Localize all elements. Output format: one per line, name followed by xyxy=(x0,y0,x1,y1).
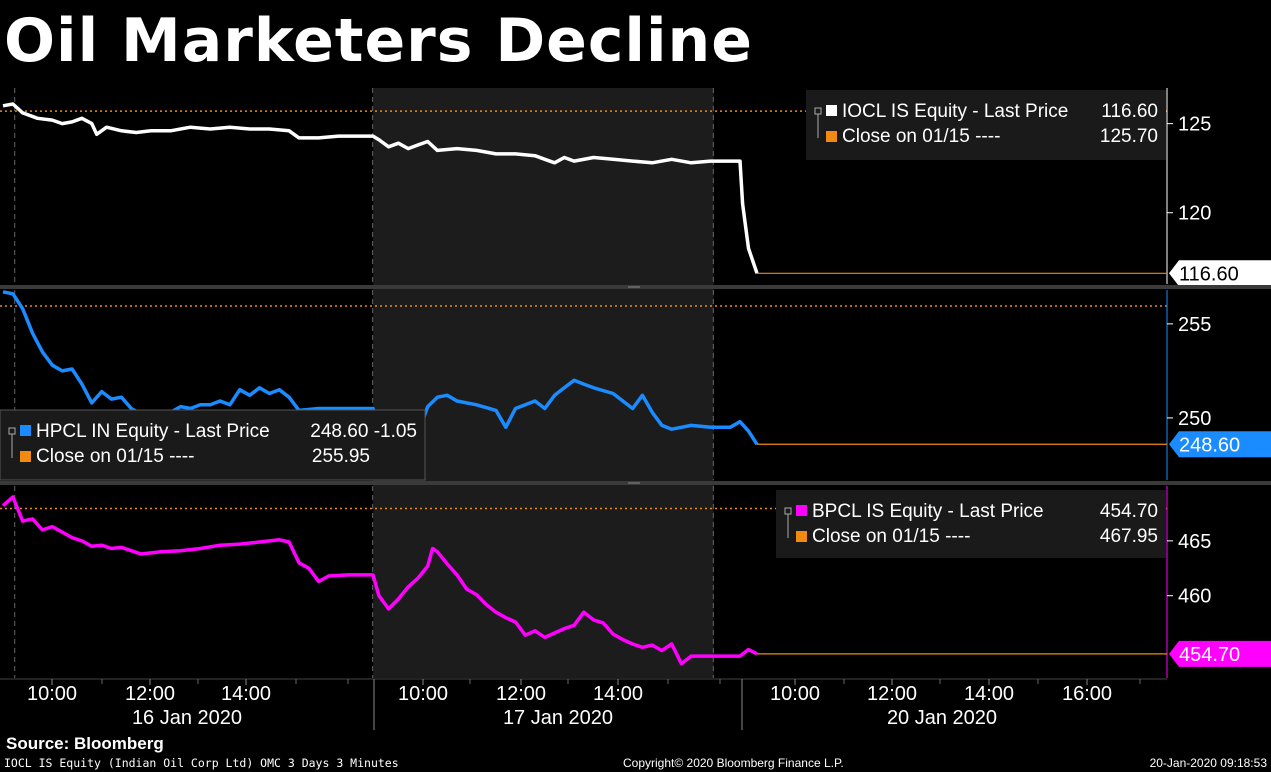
legend-series-label: HPCL IN Equity - Last Price xyxy=(36,421,270,442)
session-shade-17-jan xyxy=(373,88,714,678)
legend-swatch-close xyxy=(20,451,31,462)
last-price-tag xyxy=(1169,431,1271,458)
last-price-tag-label: 454.70 xyxy=(1179,644,1240,666)
last-price-tag xyxy=(1169,260,1271,287)
x-tick-label: 16:00 xyxy=(1062,683,1112,705)
panel-hpcl: 250 255 248.60 HPCL IN Equity - Last Price 2… xyxy=(0,285,1271,481)
legend-series-label: IOCL IS Equity - Last Price xyxy=(842,101,1068,122)
legend-swatch-close xyxy=(826,131,837,142)
panel-iocl: 120 125 116.60 IOCL IS Equity - Last Price 1… xyxy=(0,88,1271,287)
y-tick-label: 120 xyxy=(1178,203,1211,225)
chart-title: Oil Marketers Decline xyxy=(4,6,753,76)
x-tick-label: 14:00 xyxy=(593,683,643,705)
y-tick-label: 465 xyxy=(1178,531,1211,553)
price-line-hpcl xyxy=(2,290,759,465)
footer-timestamp: 20-Jan-2020 09:18:53 xyxy=(1149,756,1267,770)
footer-security-info: IOCL IS Equity (Indian Oil Corp Ltd) OMC… xyxy=(4,756,399,770)
legend-last-price-value: 454.70 xyxy=(1100,501,1158,522)
panel-bpcl: 460 465 454.70 BPCL IS Equity - Last Price 4… xyxy=(0,481,1271,678)
x-tick-label: 10:00 xyxy=(27,683,77,705)
last-price-tag xyxy=(1169,640,1271,667)
legend-close-value: 255.95 xyxy=(312,446,370,467)
legend-close-value: 125.70 xyxy=(1100,126,1158,147)
legend-last-price-value: 248.60 -1.05 xyxy=(310,421,417,442)
x-day-label: 17 Jan 2020 xyxy=(503,707,613,729)
y-tick-label: 125 xyxy=(1178,114,1211,136)
last-price-tag-label: 116.60 xyxy=(1179,263,1239,285)
legend-background xyxy=(776,490,1166,558)
legend-last-price-value: 116.60 xyxy=(1101,101,1158,122)
price-line-iocl xyxy=(2,102,759,274)
legend-background xyxy=(806,90,1166,160)
x-axis: 10:00 12:00 14:00 10:00 12:00 14:00 10:00 12:00… xyxy=(0,678,1167,730)
x-tick-label: 12:00 xyxy=(867,683,917,705)
x-day-label: 16 Jan 2020 xyxy=(132,707,242,729)
legend-box[interactable]: HPCL IN Equity - Last Price 248.60 -1.05 C… xyxy=(0,409,426,481)
legend-series-label: BPCL IS Equity - Last Price xyxy=(812,501,1044,522)
legend-background xyxy=(0,409,426,481)
source-note: Source: Bloomberg xyxy=(6,734,164,753)
legend-swatch-price xyxy=(826,105,837,116)
x-tick-label: 12:00 xyxy=(496,683,546,705)
y-tick-label: 250 xyxy=(1178,408,1211,430)
x-day-label: 20 Jan 2020 xyxy=(887,707,997,729)
legend-box[interactable]: BPCL IS Equity - Last Price 454.70 Close o… xyxy=(776,490,1166,558)
legend-box[interactable]: IOCL IS Equity - Last Price 116.60 Close o… xyxy=(806,90,1166,160)
last-price-tag-label: 248.60 xyxy=(1179,434,1240,456)
legend-close-label: Close on 01/15 ---- xyxy=(842,126,1000,147)
chart-panels: 120 125 116.60 IOCL IS Equity - Last Price 1… xyxy=(0,88,1271,678)
footer-copyright: Copyright© 2020 Bloomberg Finance L.P. xyxy=(623,756,844,770)
legend-close-label: Close on 01/15 ---- xyxy=(812,526,970,547)
legend-close-label: Close on 01/15 ---- xyxy=(36,446,194,467)
y-tick-label: 460 xyxy=(1178,586,1211,608)
legend-swatch-price xyxy=(796,505,807,516)
x-tick-label: 14:00 xyxy=(221,683,271,705)
legend-swatch-price xyxy=(20,425,31,436)
x-tick-label: 10:00 xyxy=(398,683,448,705)
x-tick-label: 14:00 xyxy=(964,683,1014,705)
y-tick-label: 255 xyxy=(1178,314,1211,336)
price-line-bpcl xyxy=(1,495,758,666)
legend-swatch-close xyxy=(796,531,807,542)
x-tick-label: 10:00 xyxy=(770,683,820,705)
legend-close-value: 467.95 xyxy=(1100,526,1158,547)
x-tick-label: 12:00 xyxy=(125,683,175,705)
